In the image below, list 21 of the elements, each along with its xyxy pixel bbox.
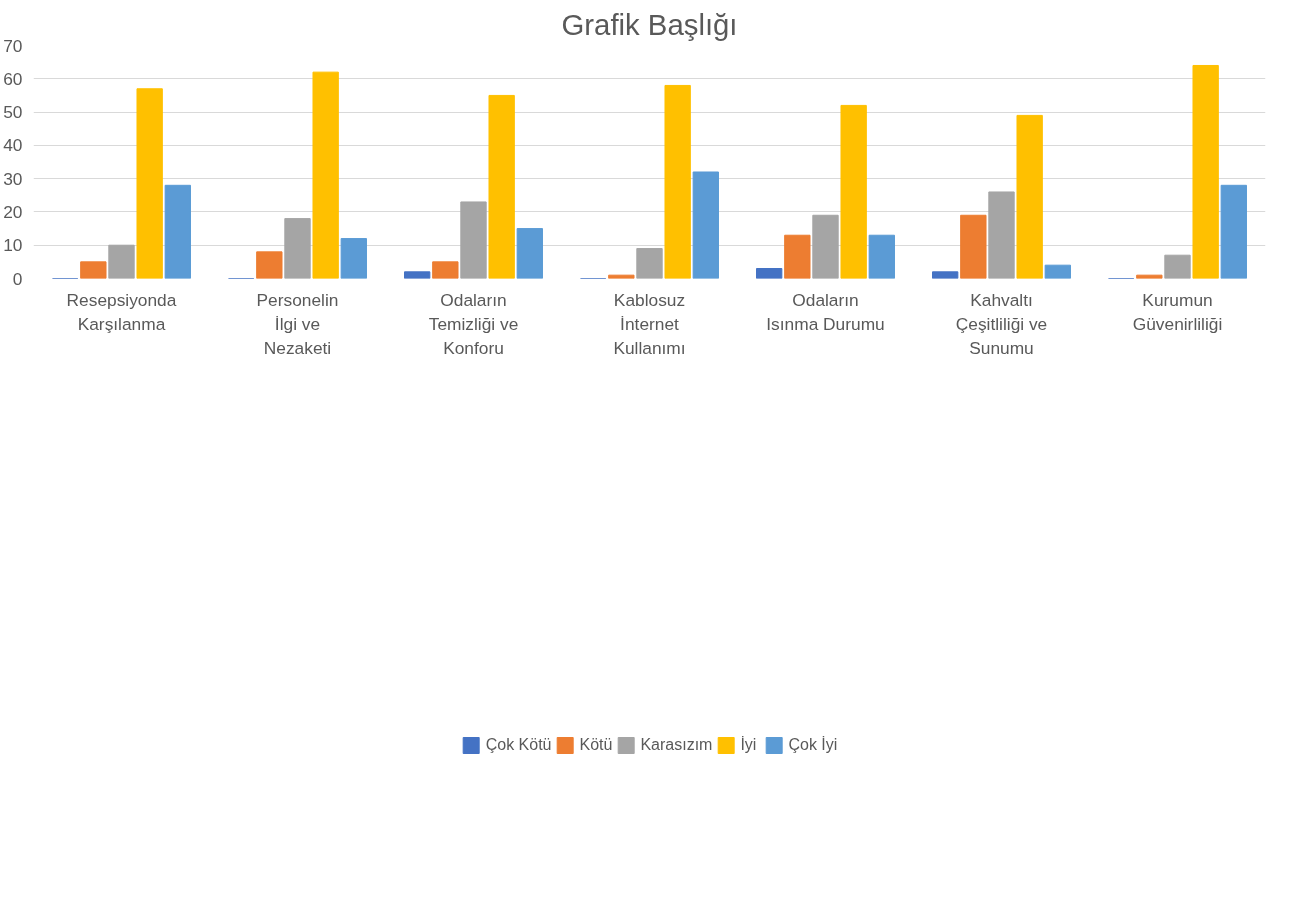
legend-label: Çok İyi bbox=[788, 736, 838, 754]
y-tick-label: 10 bbox=[3, 235, 23, 256]
x-tick-label: Odaların Temizliği ve Konforu bbox=[428, 289, 519, 358]
x-tick-label: Kurumun Güvenirliliği bbox=[1132, 289, 1223, 334]
x-tick-label: Odaların Isınma Durumu bbox=[766, 289, 885, 334]
legend-label: Kötü bbox=[579, 736, 613, 754]
chart-title: Grafik Başlığı bbox=[561, 7, 738, 41]
y-tick-label: 20 bbox=[3, 201, 23, 222]
y-tick-label: 70 bbox=[3, 35, 23, 56]
y-tick-label: 30 bbox=[3, 168, 23, 189]
legend-label: İyi bbox=[740, 736, 758, 754]
x-tick-label: Kablosuz İnternet Kullanımı bbox=[613, 289, 686, 358]
y-tick-label: 0 bbox=[12, 268, 23, 289]
legend-label: Karasızım bbox=[640, 736, 713, 754]
y-tick-label: 50 bbox=[3, 102, 23, 123]
y-tick-label: 40 bbox=[3, 135, 23, 156]
x-tick-label: Kahvaltı Çeşitliliği ve Sunumu bbox=[955, 289, 1048, 358]
y-tick-label: 60 bbox=[3, 68, 23, 89]
legend-label: Çok Kötü bbox=[485, 736, 552, 754]
x-tick-label: Resepsiyonda Karşılanma bbox=[66, 289, 177, 334]
x-tick-label: Personelin İlgi ve Nezaketi bbox=[256, 289, 339, 358]
